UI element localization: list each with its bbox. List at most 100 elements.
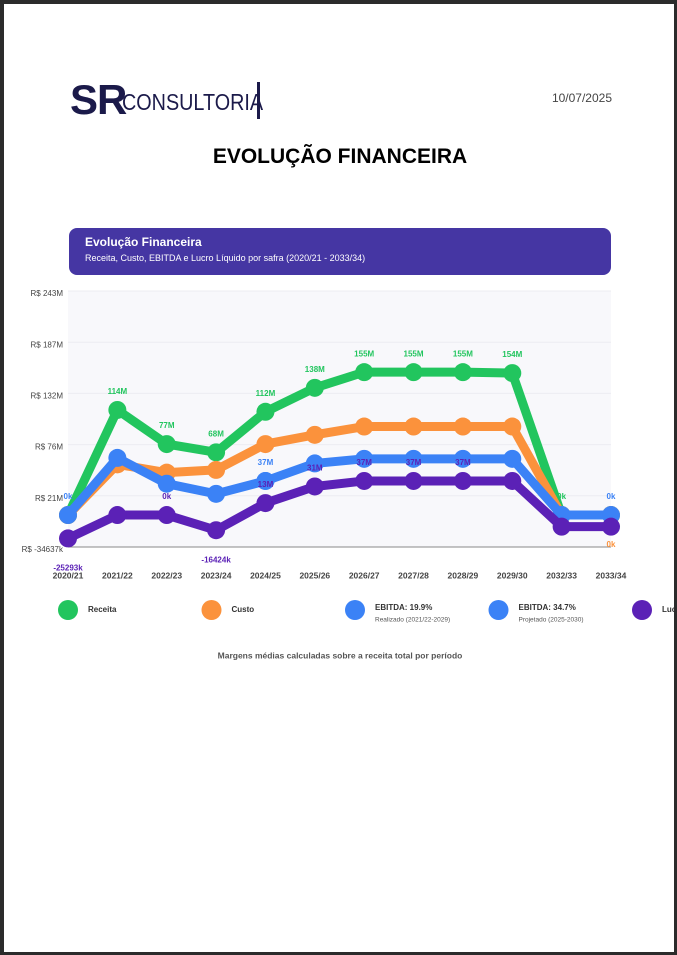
data-point: [404, 417, 423, 436]
data-point: [157, 474, 176, 493]
x-tick-label: 2026/27: [349, 570, 380, 580]
data-point: [207, 460, 226, 479]
data-label: 138M: [305, 365, 325, 374]
legend-label: Receita: [88, 605, 117, 614]
data-point: [453, 417, 472, 436]
data-point: [256, 494, 275, 513]
data-label: 0k: [64, 492, 73, 501]
series-line: [63, 367, 616, 520]
x-tick-label: 2027/28: [398, 570, 429, 580]
data-point: [157, 435, 176, 454]
legend-marker: [488, 600, 509, 620]
chart-title: Evolução Financeira: [85, 235, 202, 249]
x-tick-label: 2028/29: [448, 570, 479, 580]
data-point: [355, 449, 374, 468]
data-label: 0k: [607, 492, 616, 501]
data-point: [157, 506, 176, 525]
y-tick-label: R$ 21M: [35, 494, 63, 503]
x-tick-label: 2033/34: [596, 570, 627, 580]
legend-label: EBITDA: 34.7%: [519, 603, 576, 612]
legend-label: Lucro: [662, 605, 674, 614]
date: 10/07/2025: [551, 91, 612, 105]
data-point: [355, 363, 374, 382]
legend-label: EBITDA: 19.9%: [375, 603, 432, 612]
data-point: [207, 484, 226, 503]
data-label: 68M: [208, 429, 224, 438]
page-title: EVOLUÇÃO FINANCEIRA: [212, 145, 468, 168]
data-label: 154M: [502, 350, 522, 359]
data-label: 37M: [406, 458, 422, 467]
x-tick-label: 2023/24: [201, 570, 232, 580]
y-tick-label: R$ 243M: [31, 289, 64, 298]
data-point: [305, 378, 324, 397]
data-point: [256, 402, 275, 421]
data-label: 37M: [455, 458, 471, 467]
data-label: 114M: [108, 387, 128, 396]
data-label: 31M: [307, 464, 323, 473]
y-tick-label: R$ 187M: [31, 340, 64, 349]
data-point: [404, 363, 423, 382]
x-tick-label: 2029/30: [497, 570, 528, 580]
legend-marker: [345, 600, 365, 620]
data-point: [552, 517, 571, 536]
data-point: [453, 449, 472, 468]
chart-note: Margens médias calculadas sobre a receit…: [218, 650, 463, 660]
x-tick-label: 2021/22: [102, 570, 133, 580]
data-point: [59, 506, 77, 525]
chart-subtitle: Receita, Custo, EBITDA e Lucro Líquido p…: [85, 253, 366, 263]
data-label: 155M: [453, 349, 473, 358]
data-point: [108, 400, 127, 419]
data-point: [256, 435, 275, 454]
x-tick-label: 2022/23: [151, 570, 182, 580]
data-label: 0k: [162, 492, 171, 501]
data-point: [503, 449, 522, 468]
data-point: [108, 506, 127, 525]
data-label: 37M: [258, 458, 274, 467]
y-tick-label: R$ -34637k: [22, 545, 64, 554]
chart-header: Evolução Financeira Receita, Custo, EBIT…: [69, 228, 611, 275]
plot-background: [68, 291, 611, 547]
legend-note: Realizado (2021/22-2029): [375, 617, 450, 624]
x-tick-label: 2024/25: [250, 570, 281, 580]
data-point: [256, 471, 275, 490]
y-tick-label: R$ 132M: [31, 391, 64, 400]
x-tick-label: 2020/21: [53, 570, 84, 580]
data-point: [355, 471, 374, 490]
data-label: 77M: [159, 421, 175, 430]
data-point: [207, 443, 226, 462]
data-point: [305, 454, 324, 473]
data-point: [59, 529, 77, 548]
legend-marker: [58, 600, 78, 620]
data-label: -16424k: [201, 555, 231, 564]
data-label: -25293k: [53, 563, 83, 572]
logo-bar: [257, 82, 260, 119]
data-point: [503, 471, 522, 490]
data-label: 13M: [258, 480, 274, 489]
data-point: [404, 449, 423, 468]
data-point: [503, 364, 522, 383]
logo-mark: SR: [70, 76, 127, 123]
legend-note: Projetado (2025-2030): [519, 617, 584, 624]
data-label: 155M: [354, 349, 374, 358]
data-point: [355, 417, 374, 436]
data-label: 37M: [356, 458, 372, 467]
data-point: [453, 363, 472, 382]
logo-text: CONSULTORIA: [122, 89, 264, 115]
data-label: 0k: [557, 492, 566, 501]
y-tick-label: R$ 76M: [35, 443, 63, 452]
legend-label: Custo: [232, 605, 255, 614]
data-point: [602, 517, 620, 536]
chart: R$ -34637k R$ 21M R$ 76M R$ 132M R$ 187M R$ 2…: [22, 289, 674, 660]
x-tick-label: 2032/33: [546, 570, 577, 580]
data-point: [305, 425, 324, 444]
data-point: [503, 417, 522, 436]
data-label: 112M: [256, 389, 276, 398]
legend-marker: [201, 600, 222, 620]
data-point: [108, 448, 127, 467]
legend-marker: [632, 600, 652, 620]
x-tick-label: 2025/26: [299, 570, 330, 580]
data-point: [453, 471, 472, 490]
page: SR CONSULTORIA 10/07/2025 EVOLUÇÃO FINAN…: [4, 4, 674, 952]
data-point: [404, 471, 423, 490]
